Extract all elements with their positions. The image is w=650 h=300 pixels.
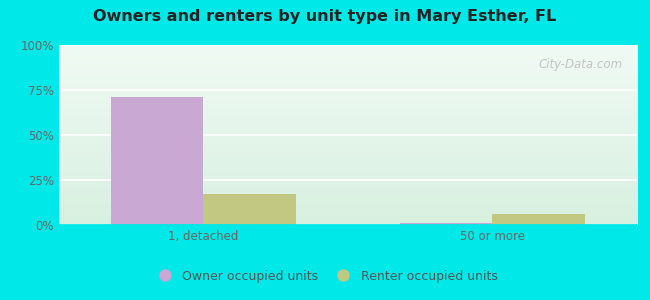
Bar <box>203 194 296 225</box>
Bar <box>493 214 585 225</box>
Bar <box>400 223 493 225</box>
Bar <box>111 97 203 225</box>
Text: Owners and renters by unit type in Mary Esther, FL: Owners and renters by unit type in Mary … <box>94 9 556 24</box>
Text: City-Data.com: City-Data.com <box>538 58 623 70</box>
Legend: Owner occupied units, Renter occupied units: Owner occupied units, Renter occupied un… <box>148 265 502 288</box>
